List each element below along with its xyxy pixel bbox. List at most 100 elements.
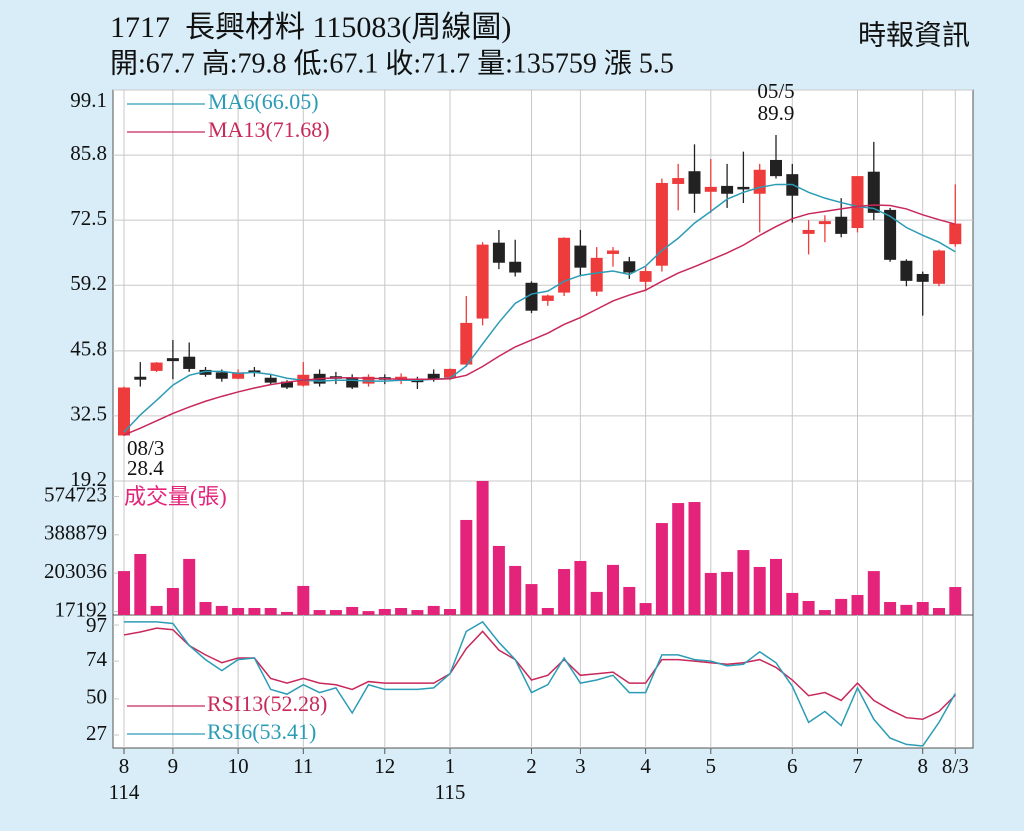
y-tick-label: 50 — [86, 685, 107, 709]
candle-body — [574, 245, 587, 268]
y-tick-label: 59.2 — [70, 271, 107, 295]
candle-body — [737, 186, 750, 190]
volume-bar — [378, 609, 391, 615]
candle-body — [802, 229, 815, 234]
candle-body — [835, 216, 848, 234]
volume-bar — [900, 604, 913, 615]
annotation-value: 28.4 — [127, 456, 164, 480]
volume-bar — [786, 592, 799, 615]
candle-body — [900, 260, 913, 281]
candle-body — [949, 223, 962, 245]
y-tick-label: 32.5 — [70, 402, 107, 426]
volume-bar — [248, 607, 261, 615]
candle-body — [590, 257, 603, 292]
volume-bar — [818, 610, 831, 615]
volume-bar — [509, 565, 522, 615]
volume-bar — [313, 610, 326, 615]
volume-bar — [590, 591, 603, 615]
volume-bar — [737, 550, 750, 615]
x-tick-label: 2 — [526, 754, 537, 778]
candle-body — [867, 171, 880, 213]
volume-bar — [232, 607, 245, 615]
x-year-label: 115 — [435, 780, 466, 804]
x-tick-label: 1 — [445, 754, 456, 778]
candle-body — [639, 271, 652, 282]
volume-bar — [867, 571, 880, 615]
volume-bar — [492, 545, 505, 615]
candle-body — [150, 362, 163, 371]
y-tick-label: 27 — [86, 721, 107, 745]
volume-bar — [134, 553, 147, 615]
candle-body — [623, 261, 636, 273]
legend-label: MA13(71.68) — [208, 117, 330, 142]
legend-label: MA6(66.05) — [208, 89, 319, 114]
volume-bar — [541, 607, 554, 615]
series-line — [124, 620, 956, 747]
volume-bar — [525, 584, 538, 615]
candle-body — [264, 377, 277, 383]
y-tick-label: 99.1 — [70, 88, 107, 112]
candle-body — [427, 373, 440, 379]
volume-bar — [199, 602, 212, 615]
volume-bar — [166, 587, 179, 615]
volume-bar — [362, 611, 375, 615]
y-tick-label: 74 — [86, 647, 108, 671]
header-source: 時報資訊 — [858, 19, 970, 51]
panel-title: 成交量(張) — [124, 484, 227, 509]
y-tick-label: 17192 — [55, 597, 108, 621]
volume-bar — [558, 569, 571, 615]
candle-body — [688, 171, 701, 194]
x-tick-label: 8 — [119, 754, 130, 778]
candle-body — [509, 261, 522, 273]
candle-body — [884, 209, 897, 260]
volume-bar — [411, 610, 424, 615]
series-line — [123, 183, 956, 433]
candle-body — [183, 356, 196, 369]
y-tick-label: 19.2 — [70, 467, 107, 491]
volume-bar — [460, 519, 473, 615]
x-tick-label: 8 — [917, 754, 928, 778]
candle-body — [655, 182, 668, 266]
y-tick-label: 203036 — [44, 559, 107, 583]
x-tick-label: 3 — [575, 754, 586, 778]
x-tick-label: 8/3 — [942, 754, 969, 778]
x-tick-label: 12 — [374, 754, 395, 778]
volume-bar — [346, 606, 359, 615]
candle-body — [721, 185, 734, 194]
legend-label: RSI6(53.41) — [207, 719, 316, 744]
volume-bar — [851, 595, 864, 615]
volume-bar — [574, 560, 587, 615]
x-year-label: 114 — [109, 780, 140, 804]
x-tick-label: 5 — [706, 754, 717, 778]
volume-bar — [639, 603, 652, 615]
volume-bar — [802, 600, 815, 615]
y-tick-label: 45.8 — [70, 337, 107, 361]
x-tick-label: 10 — [228, 754, 249, 778]
annotation-date: 08/3 — [127, 436, 164, 460]
x-tick-label: 9 — [168, 754, 179, 778]
volume-bar — [427, 605, 440, 615]
volume-bar — [281, 611, 293, 615]
volume-bar — [215, 605, 228, 615]
candle-body — [916, 273, 929, 282]
y-tick-label: 388879 — [44, 521, 107, 545]
candle-body — [770, 159, 782, 177]
volume-bar — [476, 481, 489, 615]
candle-body — [558, 237, 571, 293]
volume-bar — [623, 586, 636, 615]
plot-frame — [112, 89, 974, 749]
series-line — [123, 627, 956, 721]
volume-bar — [721, 571, 734, 615]
volume-bar — [672, 503, 685, 615]
volume-bar — [704, 572, 717, 615]
volume-bar — [183, 558, 196, 615]
volume-bar — [835, 598, 848, 615]
candle-body — [607, 250, 619, 254]
x-tick-label: 6 — [787, 754, 798, 778]
annotation-value: 89.9 — [758, 101, 795, 125]
series-line — [123, 204, 956, 436]
y-tick-label: 574723 — [44, 482, 107, 506]
y-tick-label: 97 — [86, 613, 107, 637]
volume-bar — [884, 602, 897, 615]
